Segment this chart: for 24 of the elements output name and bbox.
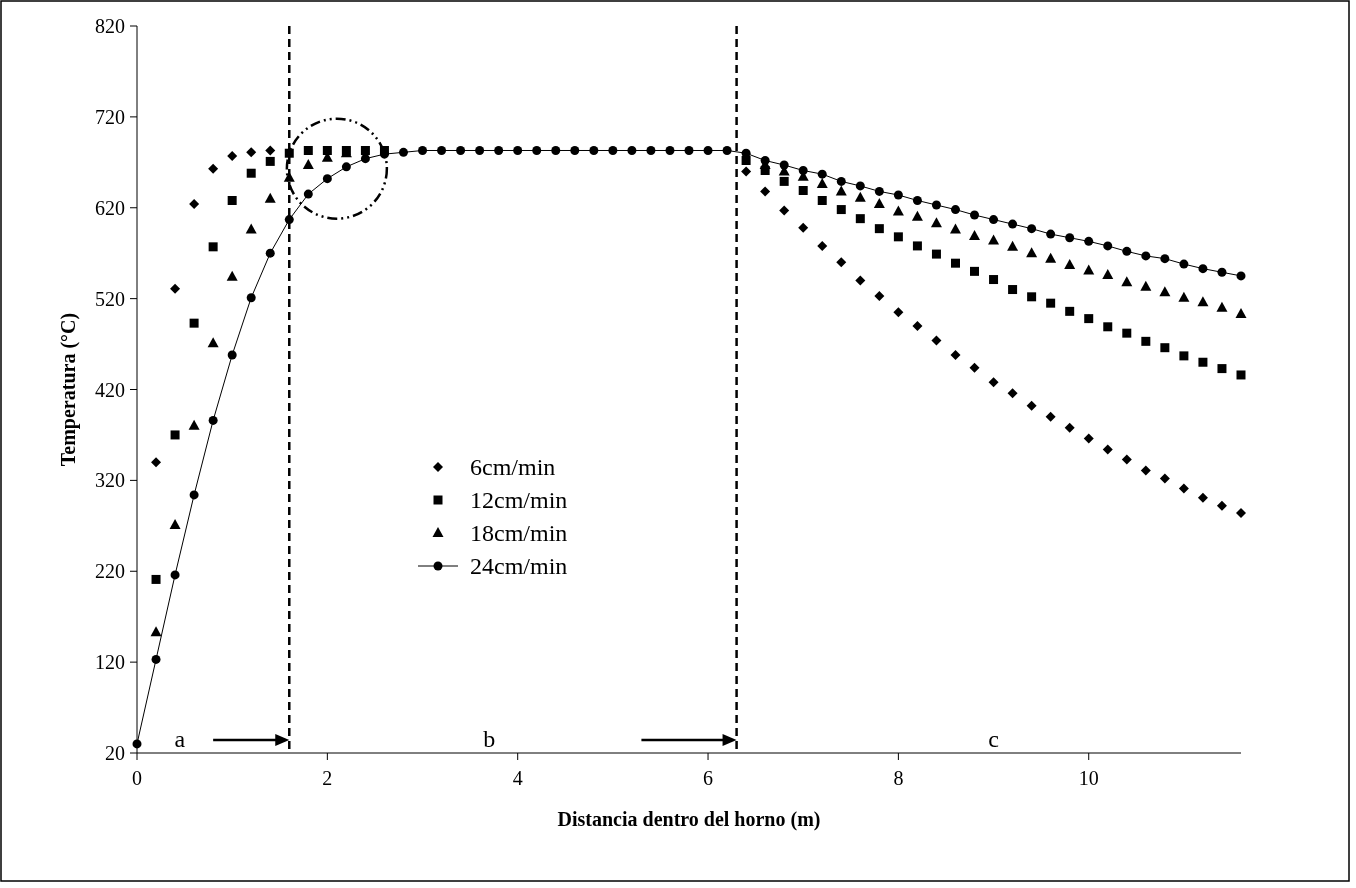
annotation: c bbox=[988, 726, 999, 752]
y-tick-label: 820 bbox=[95, 15, 125, 37]
x-tick-label: 6 bbox=[703, 767, 714, 789]
x-tick-label: 2 bbox=[322, 767, 333, 789]
x-tick-label: 4 bbox=[512, 767, 523, 789]
y-tick-label: 420 bbox=[95, 378, 125, 401]
y-tick-label: 520 bbox=[95, 287, 125, 310]
x-axis-title: Distancia dentro del horno (m) bbox=[557, 808, 821, 831]
y-tick-label: 620 bbox=[95, 196, 125, 219]
legend-label: 12cm/min bbox=[470, 487, 568, 514]
annotation: b bbox=[483, 726, 496, 752]
legend-label: 18cm/min bbox=[470, 520, 568, 547]
legend-label: 6cm/min bbox=[470, 454, 556, 481]
x-tick-label: 0 bbox=[132, 767, 142, 789]
y-tick-label: 120 bbox=[95, 651, 125, 674]
x-tick-label: 10 bbox=[1078, 767, 1099, 789]
y-tick-label: 320 bbox=[95, 469, 125, 492]
y-tick-label: 720 bbox=[95, 105, 125, 128]
legend-label: 24cm/min bbox=[470, 553, 568, 580]
y-tick-label: 220 bbox=[95, 560, 125, 583]
y-tick-label: 20 bbox=[105, 742, 125, 764]
x-tick-label: 8 bbox=[893, 767, 904, 789]
y-axis-title: Temperatura (°C) bbox=[57, 312, 80, 467]
annotation: a bbox=[174, 726, 186, 752]
